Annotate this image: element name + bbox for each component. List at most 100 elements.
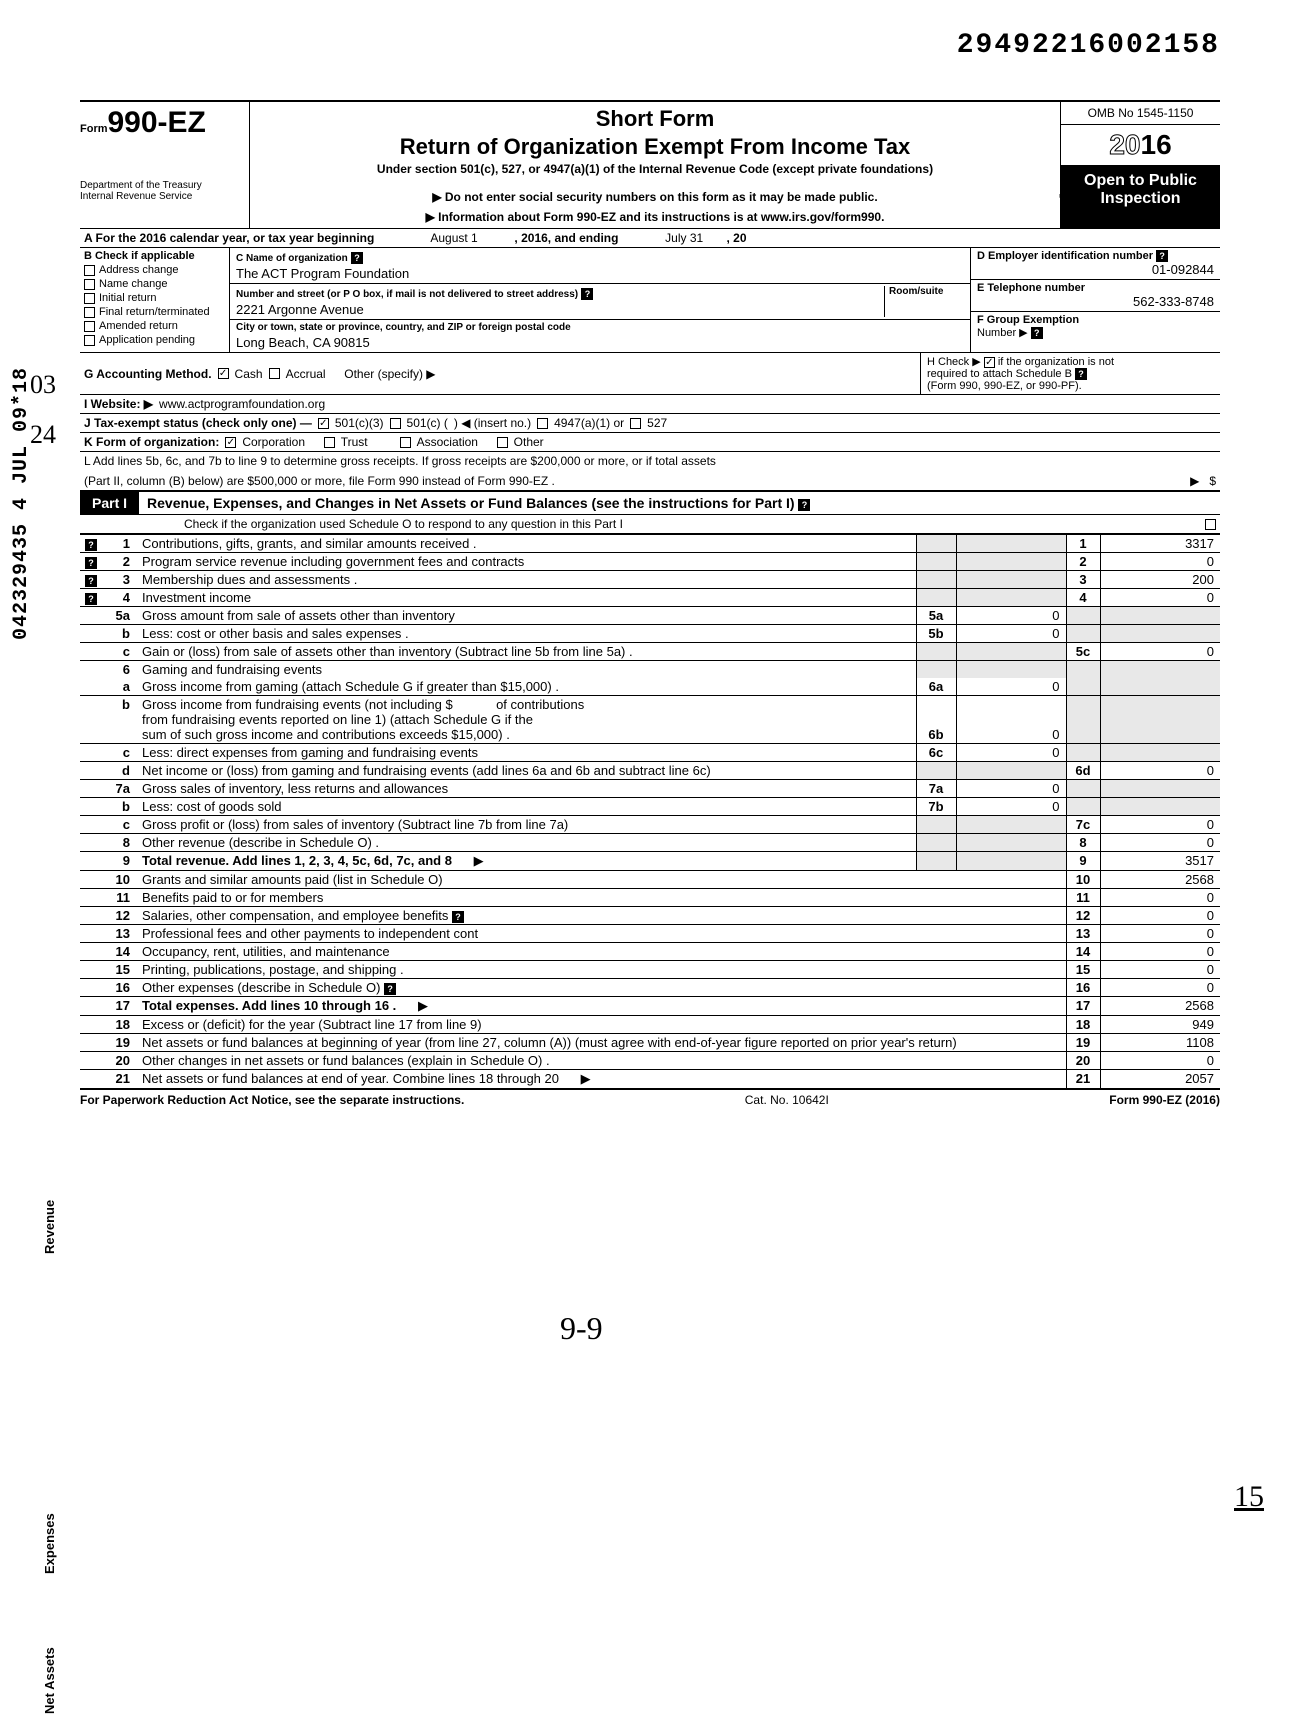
part-1-header: Part I Revenue, Expenses, and Changes in… — [80, 491, 1220, 515]
form-header: Form990-EZ Department of the Treasury In… — [80, 100, 1220, 228]
do-not-enter-label: ▶ Do not enter social security numbers o… — [256, 190, 1054, 204]
handwriting-03: 03 — [30, 370, 56, 400]
line-4-value: 0 — [1100, 589, 1220, 607]
handwriting-707: 707 — [1058, 190, 1094, 217]
omb-number: OMB No 1545-1150 — [1061, 102, 1220, 125]
help-icon: ? — [1075, 368, 1087, 380]
ein-value: 01-092844 — [977, 262, 1214, 277]
line-16-value: 0 — [1100, 979, 1220, 997]
cb-accrual[interactable] — [269, 368, 280, 379]
line-5c-value: 0 — [1100, 643, 1220, 661]
form-ref: Form 990-EZ (2016) — [1109, 1093, 1220, 1107]
cb-other[interactable] — [497, 437, 508, 448]
line-3-value: 200 — [1100, 571, 1220, 589]
org-city: Long Beach, CA 90815 — [236, 335, 964, 350]
header-mid: Short Form Return of Organization Exempt… — [250, 102, 1060, 228]
header-left: Form990-EZ Department of the Treasury In… — [80, 102, 250, 228]
org-name: The ACT Program Foundation — [236, 266, 964, 281]
form-title: Return of Organization Exempt From Incom… — [256, 134, 1054, 160]
part-1-badge: Part I — [80, 492, 139, 514]
cb-amended-return[interactable]: Amended return — [84, 320, 225, 332]
line-11-value: 0 — [1100, 889, 1220, 907]
line-8-value: 0 — [1100, 834, 1220, 852]
line-10-value: 2568 — [1100, 871, 1220, 889]
short-form-label: Short Form — [256, 106, 1054, 132]
cb-schedule-b[interactable] — [984, 357, 995, 368]
cb-name-change[interactable]: Name change — [84, 278, 225, 290]
row-a-tax-year: A For the 2016 calendar year, or tax yea… — [80, 228, 1220, 248]
help-icon: ? — [581, 288, 593, 300]
part-1-table: ?1Contributions, gifts, grants, and simi… — [80, 534, 1220, 1088]
line-18-value: 949 — [1100, 1016, 1220, 1034]
row-l-gross-receipts: L Add lines 5b, 6c, and 7b to line 9 to … — [80, 452, 1220, 491]
line-5b-value: 0 — [956, 625, 1066, 643]
row-j-tax-status: J Tax-exempt status (check only one) — 5… — [80, 414, 1220, 433]
line-7a-value: 0 — [956, 780, 1066, 798]
line-6c-value: 0 — [956, 744, 1066, 762]
row-i-website: I Website: ▶ www.actprogramfoundation.or… — [80, 395, 1220, 414]
line-21-value: 2057 — [1100, 1070, 1220, 1089]
revenue-section-label: Revenue — [42, 1200, 57, 1254]
cb-application-pending[interactable]: Application pending — [84, 334, 225, 346]
line-2-value: 0 — [1100, 553, 1220, 571]
line-13-value: 0 — [1100, 925, 1220, 943]
cb-address-change[interactable]: Address change — [84, 264, 225, 276]
col-c-name-address: C Name of organization ? The ACT Program… — [230, 248, 970, 352]
website-value: www.actprogramfoundation.org — [159, 397, 325, 411]
phone-value: 562-333-8748 — [977, 294, 1214, 309]
cb-corporation[interactable] — [225, 437, 236, 448]
row-h-schedule-b: H Check ▶ if the organization is not req… — [920, 353, 1220, 394]
part-1-title: Revenue, Expenses, and Changes in Net As… — [139, 495, 810, 511]
line-9-value: 3517 — [1100, 852, 1220, 871]
line-15-value: 0 — [1100, 961, 1220, 979]
help-icon: ? — [351, 252, 363, 264]
handwriting-24: 24 — [30, 420, 56, 450]
cb-trust[interactable] — [324, 437, 335, 448]
cb-initial-return[interactable]: Initial return — [84, 292, 225, 304]
line-6b-value: 0 — [956, 696, 1066, 744]
line-19-value: 1108 — [1100, 1034, 1220, 1052]
help-icon: ? — [85, 557, 97, 569]
line-1-value: 3317 — [1100, 535, 1220, 553]
handwriting-15: 15 — [1234, 1480, 1264, 1514]
net-assets-section-label: Net Assets — [42, 1647, 57, 1714]
help-icon: ? — [85, 539, 97, 551]
identity-grid: B Check if applicable Address change Nam… — [80, 248, 1220, 353]
cb-cash[interactable] — [218, 368, 229, 379]
form-page: 29492216002158 Form990-EZ Department of … — [80, 30, 1220, 1107]
line-14-value: 0 — [1100, 943, 1220, 961]
received-stamp: 042329435 4 JUL 09*18 — [10, 367, 33, 640]
cb-4947[interactable] — [537, 418, 548, 429]
cb-501c3[interactable] — [318, 418, 329, 429]
under-section-label: Under section 501(c), 527, or 4947(a)(1)… — [256, 162, 1054, 176]
col-b-checkboxes: B Check if applicable Address change Nam… — [80, 248, 230, 352]
help-icon: ? — [798, 499, 810, 511]
tax-year: 2016 — [1061, 125, 1220, 166]
part-1-check: Check if the organization used Schedule … — [80, 515, 1220, 534]
help-icon: ? — [85, 575, 97, 587]
line-6a-value: 0 — [956, 678, 1066, 696]
help-icon: ? — [384, 983, 396, 995]
catalog-number: Cat. No. 10642I — [745, 1093, 829, 1107]
help-icon: ? — [452, 911, 464, 923]
cb-schedule-o[interactable] — [1205, 519, 1216, 530]
expenses-section-label: Expenses — [42, 1513, 57, 1574]
cb-association[interactable] — [400, 437, 411, 448]
line-5a-value: 0 — [956, 607, 1066, 625]
handwriting-9-9: 9-9 — [560, 1310, 603, 1347]
org-street: 2221 Argonne Avenue — [236, 302, 884, 317]
line-7b-value: 0 — [956, 798, 1066, 816]
help-icon: ? — [1031, 327, 1043, 339]
department-label: Department of the Treasury Internal Reve… — [80, 180, 245, 202]
cb-527[interactable] — [630, 418, 641, 429]
cb-final-return[interactable]: Final return/terminated — [84, 306, 225, 318]
cb-501c[interactable] — [390, 418, 401, 429]
line-7c-value: 0 — [1100, 816, 1220, 834]
page-footer: For Paperwork Reduction Act Notice, see … — [80, 1088, 1220, 1107]
form-number: Form990-EZ — [80, 106, 245, 140]
paperwork-notice: For Paperwork Reduction Act Notice, see … — [80, 1093, 464, 1107]
line-6d-value: 0 — [1100, 762, 1220, 780]
row-g-accounting: G Accounting Method. Cash Accrual Other … — [80, 353, 920, 394]
info-link-label: ▶ Information about Form 990-EZ and its … — [256, 210, 1054, 224]
document-locator-number: 29492216002158 — [957, 30, 1220, 61]
